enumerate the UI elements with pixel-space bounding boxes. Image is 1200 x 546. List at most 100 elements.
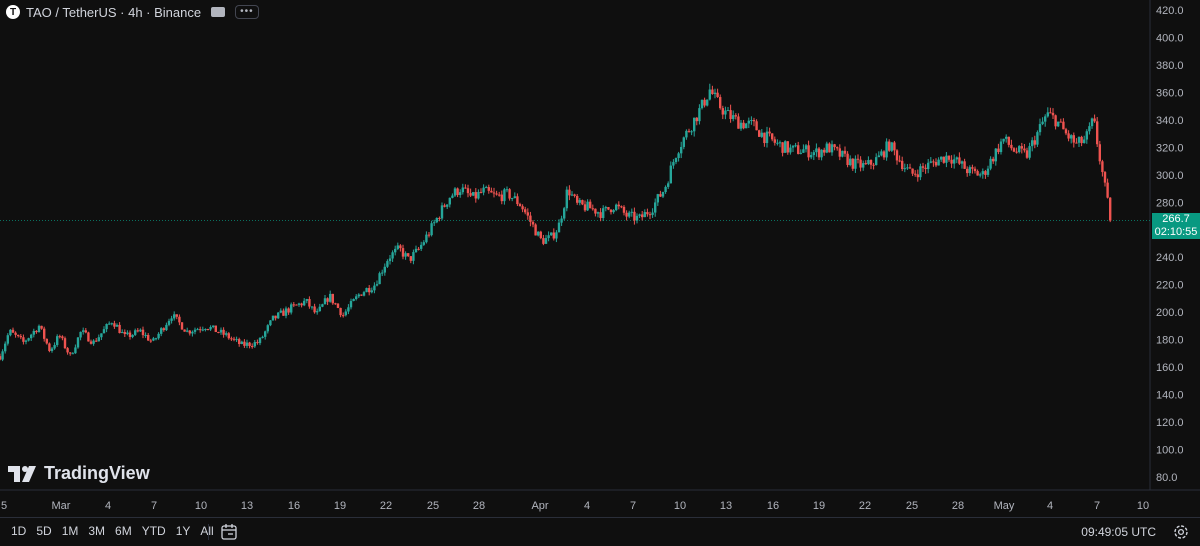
candle-body <box>370 290 373 293</box>
candle-body <box>732 115 735 119</box>
more-options-button[interactable]: ••• <box>235 5 259 19</box>
symbol-header[interactable]: T TAO / TetherUS · 4h · Binance ••• <box>6 3 259 21</box>
candle-body <box>524 209 527 213</box>
candle-body <box>102 329 106 334</box>
candle-body <box>1005 136 1008 139</box>
candle-body <box>1025 150 1029 158</box>
candle-body <box>365 288 368 293</box>
candle-body <box>703 99 706 106</box>
candle-body <box>383 266 386 273</box>
x-tick-label: 7 <box>1094 500 1100 512</box>
candle-body <box>875 157 878 166</box>
candle-body <box>1083 139 1086 144</box>
candle-body <box>1098 144 1101 162</box>
candle-body <box>162 328 165 331</box>
timeframe-1y-button[interactable]: 1Y <box>175 524 191 538</box>
y-tick-label: 100.0 <box>1156 445 1184 457</box>
candle-body <box>295 304 298 306</box>
candle-body <box>724 110 727 115</box>
candle-body <box>209 326 212 330</box>
candle-body <box>1059 121 1062 123</box>
candle-body <box>157 333 160 339</box>
candle-body <box>1015 151 1018 153</box>
candle-body <box>872 164 875 166</box>
candle-body <box>968 167 971 174</box>
candle-body <box>331 293 334 304</box>
timeframe-6m-button[interactable]: 6M <box>115 524 132 538</box>
candle-body <box>716 92 719 98</box>
y-tick-label: 160.0 <box>1156 362 1184 374</box>
flag-icon[interactable] <box>211 7 226 17</box>
logo-text: TradingView <box>44 463 150 483</box>
candle-body <box>84 330 87 333</box>
candle-body <box>713 92 717 95</box>
candle-body <box>74 347 77 354</box>
timeframe-1m-button[interactable]: 1M <box>61 524 79 538</box>
candle-body <box>903 168 906 170</box>
x-tick-label: 25 <box>906 500 918 512</box>
y-tick-label: 300.0 <box>1156 170 1184 182</box>
candle-body <box>737 116 740 129</box>
candle-body <box>947 155 951 160</box>
candle-body <box>430 223 433 236</box>
candle-body <box>1023 148 1026 151</box>
candle-body <box>214 325 217 333</box>
candle-body <box>828 143 831 153</box>
candle-body <box>719 97 722 109</box>
candle-body <box>271 315 275 321</box>
candle-body <box>550 232 553 236</box>
symbol-title[interactable]: TAO / TetherUS · 4h · Binance <box>26 4 202 20</box>
candle-body <box>643 212 646 218</box>
candle-body <box>708 89 711 100</box>
candle-body <box>765 131 769 144</box>
candle-body <box>711 89 714 95</box>
candle-body <box>243 341 246 346</box>
candle-body <box>932 161 935 163</box>
calendar-range-icon[interactable] <box>220 523 238 541</box>
candle-body <box>1038 124 1042 133</box>
candle-body <box>58 336 61 338</box>
candle-body <box>950 159 953 164</box>
candle-body <box>173 314 176 319</box>
tradingview-logo[interactable]: TradingView <box>8 463 150 484</box>
timeframe-5d-button[interactable]: 5D <box>36 524 52 538</box>
timeframe-all-button[interactable]: All <box>195 524 218 538</box>
gear-icon[interactable] <box>1172 523 1190 541</box>
candle-body <box>786 141 789 153</box>
candle-body <box>11 329 15 333</box>
candle-body <box>113 323 116 327</box>
candle-body <box>128 332 132 337</box>
y-tick-label: 340.0 <box>1156 115 1184 127</box>
candle-body <box>841 150 844 157</box>
candle-body <box>165 324 168 331</box>
candle-body <box>552 232 555 239</box>
candle-body <box>136 330 139 332</box>
candle-body <box>557 222 561 233</box>
timeframe-1d-button[interactable]: 1D <box>11 524 27 538</box>
y-tick-label: 380.0 <box>1156 60 1184 72</box>
x-tick-label: 7 <box>151 500 157 512</box>
candle-body <box>339 307 342 316</box>
candle-body <box>612 210 615 213</box>
candle-body <box>1018 146 1021 153</box>
candle-body <box>578 200 581 203</box>
candle-body <box>791 145 795 148</box>
candle-body <box>404 253 407 257</box>
candle-body <box>134 330 137 335</box>
candle-body <box>1002 138 1005 142</box>
candle-body <box>687 130 691 132</box>
candle-body <box>425 234 428 243</box>
candle-body <box>721 108 724 115</box>
candle-body <box>170 318 173 321</box>
timeframe-3m-button[interactable]: 3M <box>88 524 106 538</box>
y-tick-label: 220.0 <box>1156 280 1184 292</box>
candle-body <box>843 150 847 154</box>
candle-body <box>334 303 337 305</box>
price-chart[interactable]: 420.0 400.0 380.0 360.0 340.0 320.0 300.0 280.0… <box>0 0 1200 517</box>
timeframe-ytd-button[interactable]: YTD <box>141 524 166 538</box>
candle-body <box>290 304 293 313</box>
candle-body <box>573 194 576 196</box>
utc-clock[interactable]: 09:49:05 UTC <box>1081 525 1156 539</box>
candle-body <box>1046 112 1049 117</box>
